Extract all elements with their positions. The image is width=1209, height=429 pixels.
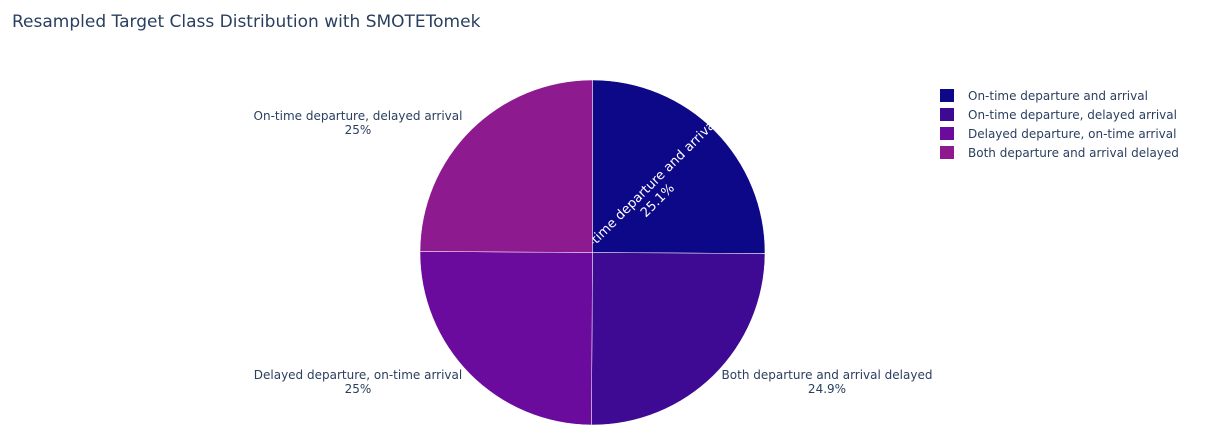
legend-swatch (940, 89, 954, 102)
chart-title: Resampled Target Class Distribution with… (12, 12, 481, 32)
legend-item[interactable]: On-time departure and arrival (940, 86, 1179, 105)
legend-label: On-time departure and arrival (968, 88, 1148, 103)
legend-item[interactable]: Both departure and arrival delayed (940, 143, 1179, 162)
slice-label-percent: 25% (344, 382, 372, 396)
legend-swatch (940, 127, 954, 140)
pie-slice[interactable] (591, 252, 766, 426)
slice-label-name: Both departure and arrival delayed (721, 368, 933, 382)
pie-slice[interactable] (419, 251, 593, 426)
slice-label-name: On-time departure, delayed arrival (253, 109, 463, 123)
legend-label: On-time departure, delayed arrival (968, 107, 1177, 122)
legend-item[interactable]: On-time departure, delayed arrival (940, 105, 1179, 124)
legend-label: Both departure and arrival delayed (968, 145, 1179, 160)
slice-label-outside: On-time departure, delayed arrival 25% (254, 109, 463, 137)
pie-slice[interactable] (592, 79, 766, 254)
legend-swatch (940, 108, 954, 121)
legend-item[interactable]: Delayed departure, on-time arrival (940, 124, 1179, 143)
slice-label-percent: 25% (344, 123, 372, 137)
legend: On-time departure and arrival On-time dep… (940, 86, 1179, 162)
legend-swatch (940, 146, 954, 159)
legend-label: Delayed departure, on-time arrival (968, 126, 1177, 141)
slice-label-outside: Delayed departure, on-time arrival 25% (254, 368, 462, 396)
slice-label-outside: Both departure and arrival delayed 24.9% (722, 368, 933, 396)
slice-label-percent: 24.9% (807, 382, 847, 396)
slice-label-name: Delayed departure, on-time arrival (253, 368, 463, 382)
pie-slice[interactable] (419, 79, 593, 253)
